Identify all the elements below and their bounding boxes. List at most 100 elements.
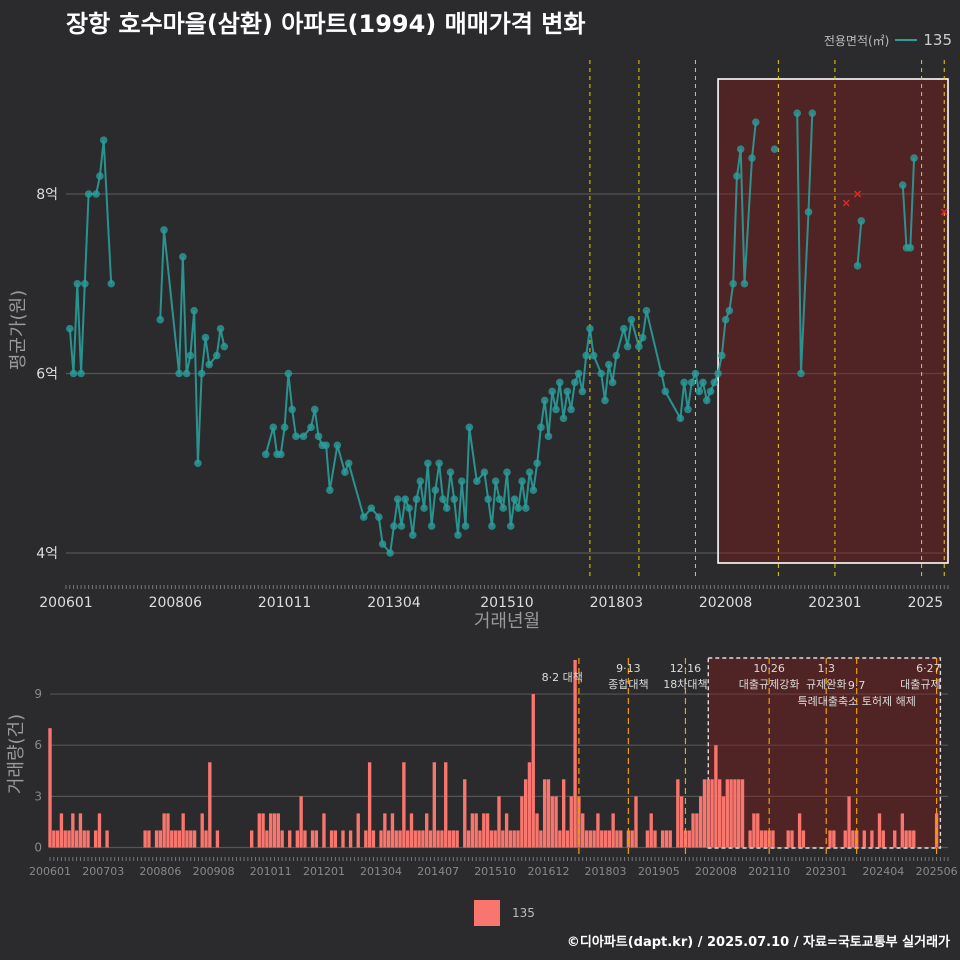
volume-bar <box>893 830 897 848</box>
volume-bar <box>348 830 353 848</box>
volume-bar <box>192 830 197 848</box>
price-point <box>190 306 198 315</box>
price-point <box>96 172 104 180</box>
volume-bar <box>272 813 277 848</box>
policy-annotation: 대출규제강화 <box>739 678 800 691</box>
volume-bar <box>523 779 528 848</box>
volume-bar <box>147 830 151 848</box>
volume-bar <box>569 796 573 848</box>
volume-bar <box>379 830 383 848</box>
price-point <box>488 522 496 530</box>
price-point <box>898 181 907 189</box>
price-point <box>506 522 515 530</box>
volume-bar <box>790 830 794 848</box>
volume-bar <box>756 813 760 848</box>
volume-bar <box>645 830 650 848</box>
volume-bar <box>581 813 585 848</box>
volume-bar <box>48 728 52 848</box>
volume-bar <box>504 813 509 848</box>
price-point <box>175 369 183 378</box>
price-point <box>623 342 632 351</box>
volume-bar <box>341 830 345 848</box>
price-point <box>212 351 221 360</box>
x-tick-label: 2025 <box>908 595 944 611</box>
bar-x-tick-label: 200703 <box>82 865 124 878</box>
bar-y-tick-label: 0 <box>34 841 42 855</box>
price-point <box>910 154 918 162</box>
price-point <box>518 477 526 486</box>
x-tick-label: 201510 <box>480 595 533 611</box>
volume-bar <box>489 830 494 848</box>
volume-bar <box>74 830 79 848</box>
volume-bar <box>900 813 905 848</box>
price-point <box>491 477 500 486</box>
price-point <box>804 208 813 216</box>
legend-value: 135 <box>923 31 952 49</box>
price-point <box>77 369 85 378</box>
volume-bar <box>520 796 524 848</box>
volume-bar <box>676 779 680 848</box>
volume-bar <box>565 830 570 848</box>
volume-bar <box>444 762 448 848</box>
price-point <box>695 387 704 396</box>
volume-bar <box>394 830 398 848</box>
volume-bar <box>447 830 452 848</box>
price-point <box>307 423 315 432</box>
volume-bar <box>189 830 193 848</box>
price-point <box>525 468 534 477</box>
bar-y-tick-label: 3 <box>34 789 42 803</box>
price-point <box>375 513 383 521</box>
volume-bar <box>364 830 368 848</box>
volume-bar <box>436 830 440 848</box>
bar-x-tick-label: 202506 <box>916 865 958 878</box>
price-point <box>84 190 93 198</box>
bar-x-tick-label: 200601 <box>29 865 71 878</box>
price-point <box>499 504 508 512</box>
price-point <box>261 450 270 459</box>
volume-bar <box>173 830 178 848</box>
price-point <box>107 279 116 288</box>
volume-bar <box>702 779 707 848</box>
cancelled-deal-marker <box>940 208 948 216</box>
price-point <box>465 423 474 432</box>
price-point <box>408 531 417 539</box>
policy-annotation: 1·3 <box>817 662 835 675</box>
volume-bar <box>82 830 86 848</box>
volume-bar <box>406 830 410 848</box>
price-point <box>571 378 579 387</box>
price-point <box>401 495 410 503</box>
price-series-line <box>68 113 916 556</box>
price-point <box>73 279 82 288</box>
volume-bar <box>771 830 775 848</box>
volume-bar <box>786 830 790 848</box>
price-point <box>589 351 598 360</box>
price-point <box>687 378 696 387</box>
price-point <box>310 405 319 414</box>
price-point <box>69 369 78 378</box>
volume-bar <box>71 813 75 848</box>
y-tick-label: 6억 <box>36 367 58 383</box>
highlight-region <box>717 78 949 564</box>
volume-bar <box>653 830 657 848</box>
price-point <box>333 441 342 450</box>
policy-annotation: 10·26 <box>753 662 785 675</box>
price-point <box>748 154 756 162</box>
price-point <box>220 342 229 351</box>
price-point <box>393 495 402 503</box>
volume-bar <box>714 745 718 848</box>
price-point <box>424 459 432 468</box>
price-point <box>99 136 108 144</box>
price-point <box>416 477 425 486</box>
volume-bar <box>249 830 254 848</box>
price-point <box>604 360 613 369</box>
x-tick-label: 201304 <box>367 595 421 611</box>
volume-bar <box>67 830 71 848</box>
volume-bar <box>55 830 60 848</box>
volume-bar <box>592 830 596 848</box>
volume-bar <box>679 796 684 848</box>
price-point <box>714 369 722 378</box>
price-point <box>797 369 805 378</box>
volume-bar <box>288 830 292 848</box>
volume-bar <box>600 830 604 848</box>
price-point <box>597 369 606 378</box>
